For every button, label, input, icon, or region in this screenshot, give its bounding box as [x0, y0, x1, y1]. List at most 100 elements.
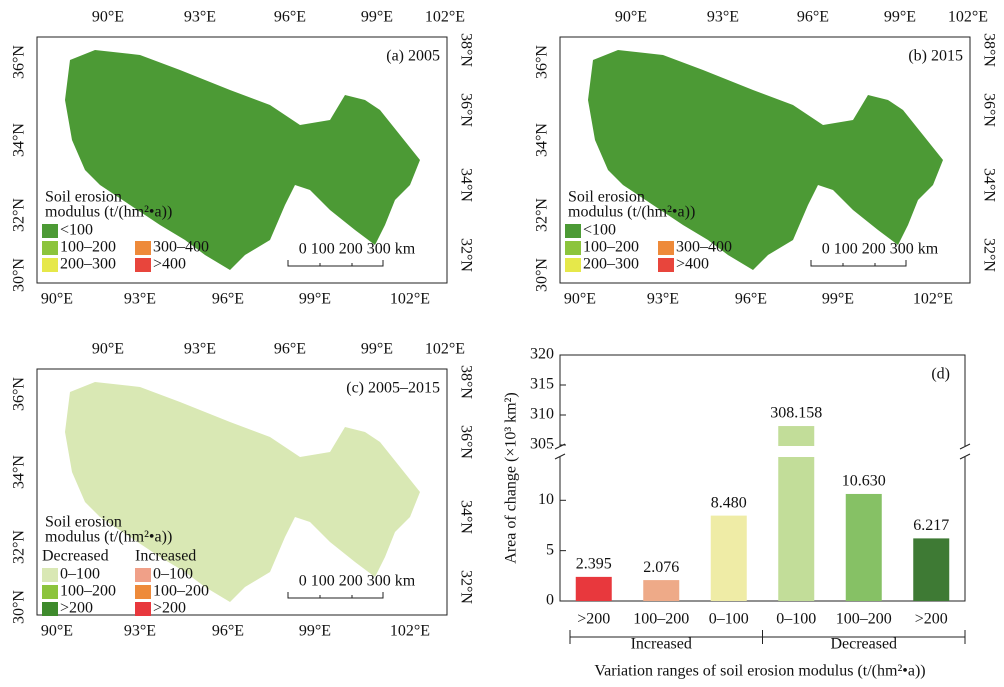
lon-label: 102°E	[913, 291, 953, 308]
legend-group: Decreased	[42, 548, 109, 565]
scale-label: 0 100 200 300 km	[299, 573, 416, 590]
lat-label: 34°N	[11, 455, 28, 489]
x-axis-label: Variation ranges of soil erosion modulus…	[594, 663, 925, 680]
lon-label: 99°E	[361, 341, 393, 358]
lat-label: 32°N	[980, 238, 997, 272]
axis-break	[552, 446, 973, 457]
lat-label: 32°N	[457, 238, 474, 272]
lon-label: 93°E	[184, 9, 216, 26]
legend-swatch	[42, 224, 58, 238]
lat-label: 34°N	[457, 168, 474, 202]
y-axis-label: Area of change (×10³ km²)	[503, 392, 520, 563]
lon-label: 102°E	[425, 341, 465, 358]
legend-swatch	[658, 258, 674, 272]
group-label: Decreased	[830, 636, 897, 653]
lon-label: 102°E	[948, 9, 988, 26]
group-label: Increased	[631, 636, 692, 653]
legend-label: >200	[153, 600, 186, 617]
x-tick-label: 0–100	[709, 611, 749, 628]
panel-label: (c) 2005–2015	[346, 380, 440, 397]
lat-label: 32°N	[11, 530, 28, 564]
legend-label: 0–100	[60, 566, 100, 583]
legend-label: 300–400	[153, 239, 209, 256]
y-tick-label: 320	[530, 346, 554, 363]
x-tick-label: >200	[915, 611, 948, 628]
map-region	[65, 50, 420, 270]
legend-swatch	[42, 241, 58, 255]
y-tick-label: 5	[546, 541, 554, 558]
lon-label: 99°E	[299, 623, 331, 640]
legend-swatch	[135, 602, 151, 616]
legend-title: modulus (t/(hm²•a))	[568, 204, 695, 221]
lat-label: 38°N	[457, 33, 474, 67]
lat-label: 36°N	[980, 93, 997, 127]
lat-label: 34°N	[457, 500, 474, 534]
map-region	[588, 50, 943, 270]
lon-label: 90°E	[92, 9, 124, 26]
bar	[711, 516, 747, 601]
legend-swatch	[135, 568, 151, 582]
legend-swatch	[135, 258, 151, 272]
value-label: 6.217	[913, 517, 949, 534]
legend-swatch	[565, 224, 581, 238]
x-tick-label: 100–200	[836, 611, 892, 628]
y-tick-label: 10	[538, 491, 554, 508]
lat-label: 32°N	[534, 198, 551, 232]
group-bracket	[570, 630, 965, 644]
lat-label: 36°N	[534, 45, 551, 79]
lon-label: 96°E	[274, 341, 306, 358]
lon-label: 96°E	[212, 291, 244, 308]
legend-group: Increased	[135, 548, 196, 565]
legend-swatch	[565, 258, 581, 272]
legend-label: <100	[583, 222, 616, 239]
legend-label: 0–100	[153, 566, 193, 583]
lon-label: 93°E	[124, 291, 156, 308]
x-tick-label: >200	[577, 611, 610, 628]
legend-swatch	[135, 241, 151, 255]
value-label: 8.480	[711, 494, 747, 511]
legend-label: 200–300	[60, 256, 116, 273]
lon-label: 96°E	[212, 623, 244, 640]
lon-label: 96°E	[274, 9, 306, 26]
legend-swatch	[42, 585, 58, 599]
lon-label: 102°E	[390, 291, 430, 308]
bar	[576, 577, 612, 601]
value-label: 2.395	[576, 556, 612, 573]
y-tick-label: 310	[530, 406, 554, 423]
legend-swatch	[42, 602, 58, 616]
legend-label: 200–300	[583, 256, 639, 273]
y-tick-label: 305	[530, 436, 554, 453]
lon-label: 93°E	[124, 623, 156, 640]
lon-label: 96°E	[797, 9, 829, 26]
lon-label: 93°E	[707, 9, 739, 26]
legend-label: >400	[153, 256, 186, 273]
lat-label: 32°N	[11, 198, 28, 232]
lat-label: 30°N	[11, 590, 28, 624]
lat-label: 36°N	[457, 93, 474, 127]
lon-label: 93°E	[647, 291, 679, 308]
lat-label: 30°N	[534, 258, 551, 292]
y-tick-label: 315	[530, 376, 554, 393]
map-region	[65, 382, 420, 602]
lon-label: 99°E	[884, 9, 916, 26]
legend-label: 100–200	[153, 583, 209, 600]
lat-label: 38°N	[980, 33, 997, 67]
value-label: 10.630	[842, 473, 886, 490]
lon-label: 90°E	[615, 9, 647, 26]
bar	[643, 580, 679, 601]
lat-label: 34°N	[534, 123, 551, 157]
lon-label: 102°E	[390, 623, 430, 640]
lat-label: 38°N	[457, 365, 474, 399]
value-label: 308.158	[770, 405, 822, 422]
scale-bar	[811, 260, 906, 266]
x-tick-label: 0–100	[776, 611, 816, 628]
legend-label: >200	[60, 600, 93, 617]
lat-label: 36°N	[457, 425, 474, 459]
lat-label: 34°N	[980, 168, 997, 202]
lon-label: 99°E	[361, 9, 393, 26]
bar	[846, 494, 882, 601]
bar	[913, 538, 949, 601]
legend-swatch	[565, 241, 581, 255]
lat-label: 36°N	[11, 377, 28, 411]
lon-label: 90°E	[564, 291, 596, 308]
